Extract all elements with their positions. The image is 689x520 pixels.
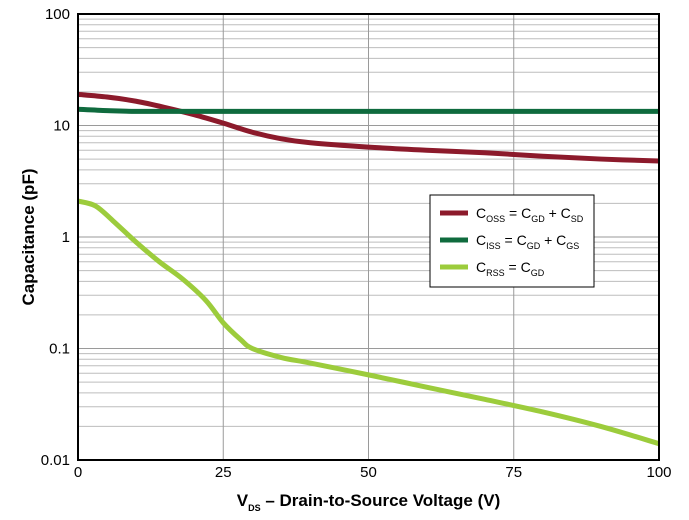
y-tick-label: 10 [53, 118, 70, 135]
legend-label-2: CRSS = CGD [476, 259, 545, 278]
y-axis-label: Capacitance (pF) [19, 169, 38, 306]
y-tick-label: 100 [45, 6, 70, 23]
y-tick-label: 0.01 [41, 452, 70, 469]
y-tick-label: 1 [62, 229, 70, 246]
x-tick-label: 0 [74, 464, 82, 481]
y-tick-label: 0.1 [49, 341, 70, 358]
x-axis-label-sub: DS [248, 503, 261, 513]
x-tick-labels: 0 25 50 75 100 [74, 464, 672, 481]
legend-label-0: COSS = CGD + CSD [476, 205, 584, 224]
x-tick-label: 100 [646, 464, 671, 481]
y-tick-labels: 0.01 0.1 1 10 100 [41, 6, 70, 469]
x-axis-label-rest: – Drain-to-Source Voltage (V) [261, 491, 501, 510]
x-tick-label: 75 [505, 464, 522, 481]
legend: COSS = CGD + CSD CISS = CGD + CGS CRSS = C… [429, 194, 595, 288]
series-line-0 [77, 91, 660, 164]
plot-frame [77, 13, 660, 461]
series-group [77, 91, 660, 447]
legend-label-1: CISS = CGD + CGS [476, 232, 579, 251]
x-axis-label: VDS – Drain-to-Source Voltage (V) [237, 491, 500, 513]
x-tick-label: 25 [215, 464, 232, 481]
series-line-1 [77, 106, 659, 114]
x-tick-label: 50 [360, 464, 377, 481]
series-line-2 [77, 198, 660, 447]
x-axis-label-main: V [237, 491, 249, 510]
